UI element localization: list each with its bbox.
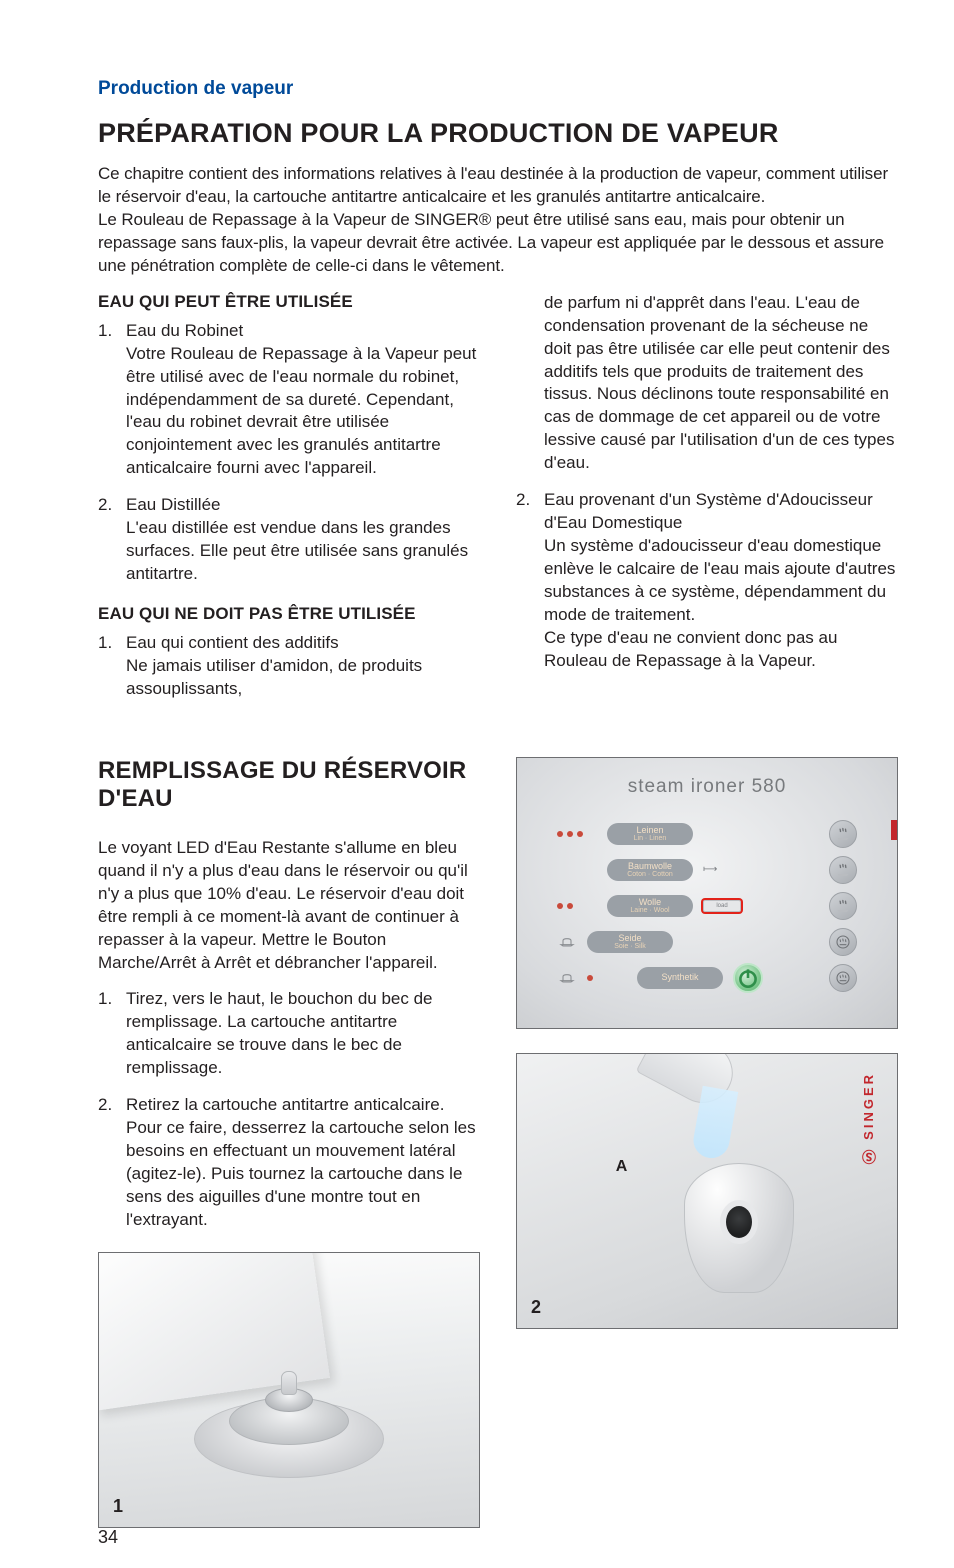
list-item-body: Votre Rouleau de Repassage à la Vapeur p… — [126, 343, 480, 481]
fill-tank-heading: REMPLISSAGE DU RÉSERVOIR D'EAU — [98, 757, 480, 813]
arrow-icon: ⟼ — [703, 864, 717, 875]
heat-dots — [557, 867, 597, 873]
usable-water-list: Eau du Robinet Votre Rouleau de Repassag… — [98, 320, 480, 586]
steam-circled-button-icon — [829, 964, 857, 992]
figure-1: 1 — [98, 1252, 480, 1528]
figure-2: Ⓢ SINGER A 2 — [516, 1053, 898, 1329]
figure-1-label: 1 — [113, 1496, 123, 1517]
list-item-body: Tirez, vers le haut, le bouchon du bec d… — [126, 988, 480, 1080]
steam-button-icon — [829, 856, 857, 884]
list-item-body: Ne jamais utiliser d'amidon, de produits… — [126, 655, 480, 701]
fabric-pill: BaumwolleCoton · Cotton — [607, 859, 693, 881]
panel-title: steam ironer 580 — [517, 776, 897, 798]
list-item: Eau provenant d'un Système d'Adoucisseur… — [516, 489, 898, 673]
intro-paragraph-2: Le Rouleau de Repassage à la Vapeur de S… — [98, 209, 898, 278]
page-number: 34 — [98, 1527, 118, 1548]
heat-dots — [557, 831, 597, 837]
fabric-pill: LeinenLin · Linen — [607, 823, 693, 845]
unusable-water-list-right: Eau provenant d'un Système d'Adoucisseur… — [516, 489, 898, 673]
intro-block: Ce chapitre contient des informations re… — [98, 163, 898, 278]
figure-2-label: 2 — [531, 1297, 541, 1318]
list-item-title: Eau du Robinet — [126, 320, 480, 343]
breadcrumb: Production de vapeur — [98, 78, 898, 100]
list-item: Tirez, vers le haut, le bouchon du bec d… — [98, 988, 480, 1080]
list-item-body: Un système d'adoucisseur d'eau domestiqu… — [544, 535, 898, 673]
fabric-pill: SeideSoie · Silk — [587, 931, 673, 953]
steam-button-icon — [829, 820, 857, 848]
list-item-title: Eau Distillée — [126, 494, 480, 517]
panel-row: WolleLaine · Wool load — [557, 888, 857, 924]
fabric-pill: Synthetik — [637, 967, 723, 989]
panel-row: Synthetik — [557, 960, 857, 996]
list-item: Eau qui contient des additifs Ne jamais … — [98, 632, 480, 701]
panel-row: SeideSoie · Silk — [557, 924, 857, 960]
steam-circled-button-icon — [829, 928, 857, 956]
list-item: Retirez la cartouche antitartre anticalc… — [98, 1094, 480, 1232]
intro-paragraph-1: Ce chapitre contient des informations re… — [98, 163, 898, 209]
fill-intro-paragraph: Le voyant LED d'Eau Restante s'allume en… — [98, 837, 480, 975]
unusable-item-1-continuation: de parfum ni d'apprêt dans l'eau. L'eau … — [516, 292, 898, 476]
soleplate-icon — [557, 936, 577, 948]
list-item-body: Retirez la cartouche antitartre anticalc… — [126, 1094, 480, 1232]
panel-row: BaumwolleCoton · Cotton ⟼ — [557, 852, 857, 888]
usable-water-heading: EAU QUI PEUT ÊTRE UTILISÉE — [98, 292, 480, 312]
figure-2-marker-a: A — [616, 1158, 628, 1176]
power-button-icon — [733, 963, 763, 993]
list-item-title: Eau provenant d'un Système d'Adoucisseur… — [544, 489, 898, 535]
figure-control-panel: steam ironer 580 LeinenLin · Linen Baumwo… — [516, 757, 898, 1029]
page-title: PRÉPARATION POUR LA PRODUCTION DE VAPEUR — [98, 118, 898, 149]
list-item-title: Eau qui contient des additifs — [126, 632, 480, 655]
unusable-water-heading: EAU QUI NE DOIT PAS ÊTRE UTILISÉE — [98, 604, 480, 624]
list-item-body: L'eau distillée est vendue dans les gran… — [126, 517, 480, 586]
list-item: Eau du Robinet Votre Rouleau de Repassag… — [98, 320, 480, 481]
panel-row: LeinenLin · Linen — [557, 816, 857, 852]
fill-steps-list: Tirez, vers le haut, le bouchon du bec d… — [98, 988, 480, 1231]
soleplate-icon — [557, 972, 577, 984]
list-item: Eau Distillée L'eau distillée est vendue… — [98, 494, 480, 586]
fabric-pill: WolleLaine · Wool — [607, 895, 693, 917]
water-led-indicator: load — [703, 900, 741, 912]
unusable-water-list-left: Eau qui contient des additifs Ne jamais … — [98, 632, 480, 701]
singer-logo: Ⓢ SINGER — [859, 1072, 879, 1164]
heat-dots — [557, 903, 597, 909]
steam-button-icon — [829, 892, 857, 920]
